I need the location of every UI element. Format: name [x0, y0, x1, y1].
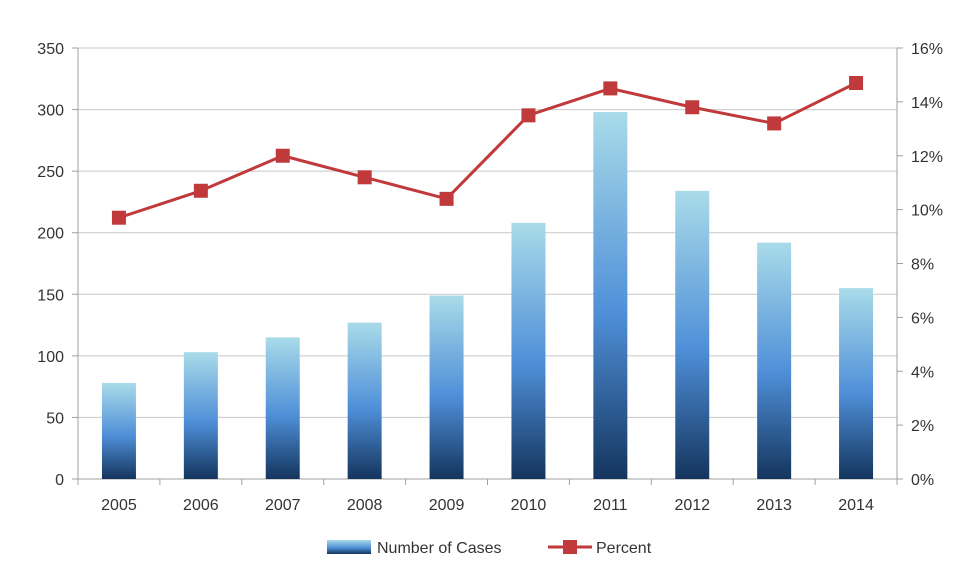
y-left-tick-label: 0 [55, 472, 64, 489]
y-left-tick-label: 300 [37, 103, 64, 120]
y-right-tick-label: 10% [911, 203, 943, 220]
legend-label-bars: Number of Cases [377, 540, 502, 557]
y-left-tick-label: 350 [37, 41, 64, 58]
percent-marker-2005 [111, 210, 126, 225]
y-right-tick-label: 16% [911, 41, 943, 58]
y-left-tick-label: 100 [37, 349, 64, 366]
legend-item-line: Percent [548, 540, 652, 557]
x-tick-label: 2006 [183, 497, 219, 514]
tick-labels: 0 50 100 150 200 250 300 350 0% 2% 4% 6% 8% 10% 12% 14%… [37, 41, 943, 514]
x-tick-label: 2013 [756, 497, 792, 514]
bar-2007 [265, 337, 300, 479]
percent-line [118, 81, 857, 220]
legend-label-line: Percent [596, 540, 652, 557]
legend-swatch-marker [563, 540, 577, 554]
x-tick-label: 2008 [347, 497, 383, 514]
bar-2008 [347, 322, 382, 479]
x-tick-label: 2010 [511, 497, 547, 514]
percent-marker-2012 [685, 100, 700, 115]
x-tick-label: 2005 [101, 497, 137, 514]
percent-marker-2008 [357, 170, 372, 185]
y-right-tick-label: 0% [911, 472, 934, 489]
y-right-tick-label: 2% [911, 418, 934, 435]
bar-2009 [429, 295, 464, 479]
x-tick-label: 2009 [429, 497, 465, 514]
bar-2006 [183, 352, 218, 479]
legend: Number of Cases Percent [327, 540, 652, 557]
x-tick-label: 2012 [674, 497, 710, 514]
percent-marker-2009 [439, 191, 454, 206]
x-tick-label: 2007 [265, 497, 301, 514]
bar-series [101, 112, 874, 480]
y-left-tick-label: 50 [46, 410, 64, 427]
y-right-tick-label: 4% [911, 364, 934, 381]
legend-swatch-bars [327, 540, 371, 554]
y-right-tick-label: 8% [911, 257, 934, 274]
y-right-tick-label: 6% [911, 310, 934, 327]
x-tick-label: 2011 [593, 497, 628, 514]
percent-marker-2010 [521, 108, 536, 123]
line-series [111, 76, 864, 225]
percent-marker-2007 [275, 148, 290, 163]
y-right-tick-label: 12% [911, 149, 943, 166]
bar-2014 [839, 288, 874, 479]
y-left-tick-label: 150 [37, 287, 64, 304]
bar-2012 [675, 190, 710, 480]
x-tick-label: 2014 [838, 497, 874, 514]
percent-marker-2014 [849, 76, 864, 91]
bar-2010 [511, 222, 546, 479]
bar-2013 [757, 242, 792, 479]
percent-marker-2006 [193, 183, 208, 198]
bar-2011 [593, 112, 628, 479]
y-left-tick-label: 250 [37, 164, 64, 181]
y-left-tick-label: 200 [37, 226, 64, 243]
percent-marker-2011 [603, 81, 618, 96]
legend-item-bars: Number of Cases [327, 540, 502, 557]
y-right-tick-label: 14% [911, 95, 943, 112]
bar-2005 [101, 382, 136, 479]
percent-marker-2013 [767, 116, 782, 131]
